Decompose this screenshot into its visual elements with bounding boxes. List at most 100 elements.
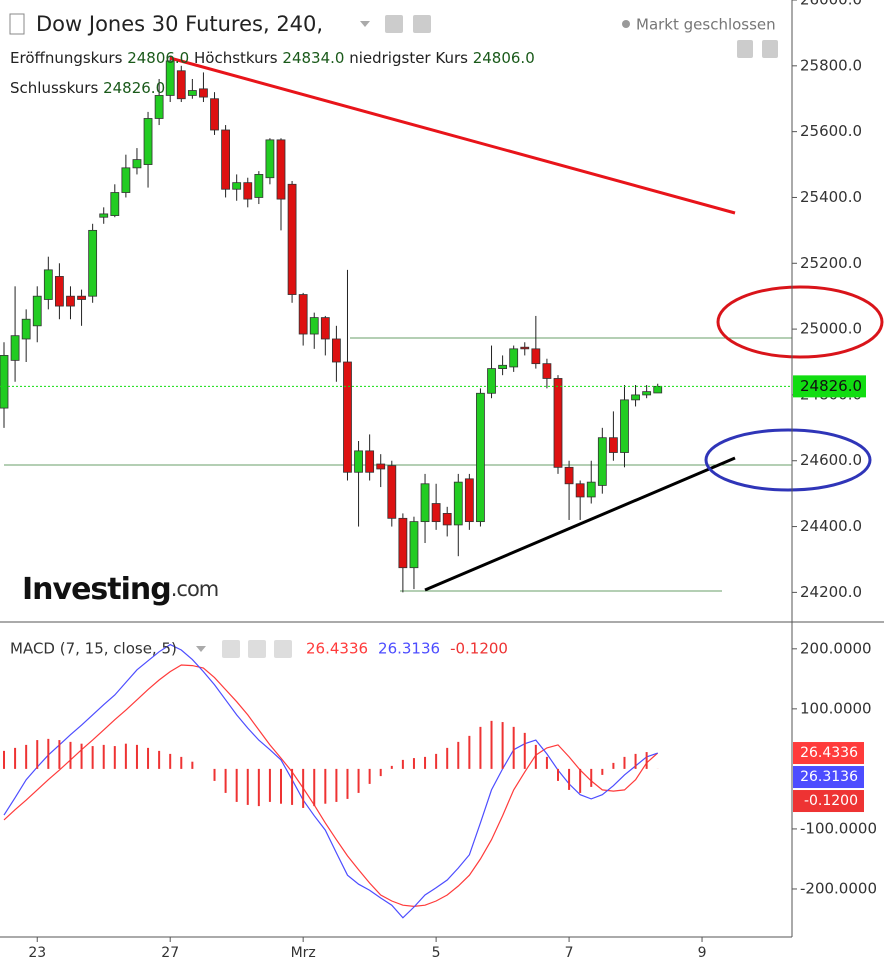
histogram-bar	[457, 741, 460, 769]
histogram-bar	[601, 768, 604, 775]
candle-body	[376, 463, 386, 470]
histogram-bar	[368, 768, 371, 784]
candle-body	[210, 98, 219, 131]
last-price-label: 24826.0	[800, 377, 862, 395]
histogram-bar	[158, 750, 161, 769]
candle-body	[199, 88, 208, 98]
icon[interactable]	[737, 40, 753, 58]
label: Eröffnungskurs	[10, 49, 123, 67]
candle-body	[110, 192, 120, 216]
candle-body	[442, 512, 452, 526]
icon[interactable]	[9, 13, 25, 35]
x-tick-label: Mrz	[291, 945, 316, 961]
histogram-bar	[113, 746, 116, 769]
indicator-label: MACD (7, 15, close, 5)	[10, 640, 177, 658]
candle-body	[10, 335, 20, 361]
logo: Investing.com	[22, 572, 218, 607]
candle-body	[99, 213, 109, 218]
histogram-bar	[180, 756, 183, 769]
y-tick-label: 100.0000	[800, 699, 872, 717]
logo-brand: Investing	[22, 572, 171, 607]
candle-body	[331, 338, 341, 363]
candle-body	[88, 229, 98, 297]
histogram-bar	[224, 768, 227, 793]
histogram-bar	[412, 758, 415, 769]
candle-body	[509, 348, 519, 368]
histogram-bar	[58, 740, 61, 769]
ohlc-row: Eröffnungskurs 24806.0 Höchstkurs 24834.…	[10, 49, 535, 67]
trend-line	[424, 456, 736, 592]
histogram-bar	[69, 741, 72, 769]
candle-body	[409, 521, 419, 569]
histogram-bar	[280, 768, 282, 804]
histogram-bar	[291, 768, 294, 805]
candle-body	[143, 118, 153, 165]
histogram-bar	[324, 768, 327, 804]
candle-body	[343, 361, 352, 473]
candle-body	[498, 364, 508, 369]
candle-body	[387, 465, 397, 519]
icon[interactable]	[385, 15, 403, 33]
y-tick-label: 25200.0	[800, 254, 862, 272]
x-tick-label: 27	[161, 945, 179, 961]
icon[interactable]	[274, 640, 292, 658]
histogram-bar	[645, 752, 648, 769]
candle-body	[520, 346, 530, 350]
dropdown-icon[interactable]	[360, 21, 370, 27]
histogram-bar	[512, 726, 515, 769]
candle-body	[21, 318, 31, 340]
candle-body	[265, 139, 275, 179]
value-box	[793, 790, 864, 813]
x-tick-label: 9	[698, 945, 707, 961]
y-tick-label: 200.0000	[800, 639, 872, 657]
histogram-bar	[346, 768, 349, 799]
histogram-bar	[568, 768, 571, 790]
dropdown-icon[interactable]	[196, 646, 206, 652]
candle-body	[243, 182, 253, 200]
icon[interactable]	[248, 640, 266, 658]
histogram-bar	[401, 759, 404, 769]
y-tick-label: -200.0000	[800, 879, 877, 897]
histogram-bar	[357, 768, 360, 793]
icon[interactable]	[413, 15, 431, 33]
histogram-bar	[335, 768, 338, 802]
candle-body	[165, 60, 175, 96]
icon[interactable]	[762, 40, 778, 58]
candle-body	[398, 517, 408, 569]
histogram-bar	[124, 743, 127, 769]
candle-body	[453, 481, 463, 526]
candle-body	[354, 450, 363, 473]
y-tick-label: 26000.0	[800, 0, 862, 9]
histogram-bar	[14, 747, 17, 769]
y-tick-label: 25000.0	[800, 320, 862, 338]
y-tick-label: 24200.0	[800, 583, 862, 601]
candle-body	[276, 139, 286, 200]
candle-body	[43, 269, 53, 300]
candle-body	[320, 317, 330, 340]
candle-body	[298, 294, 308, 335]
candle-body	[32, 295, 42, 327]
histogram-bar	[91, 746, 94, 769]
histogram-bar	[302, 768, 305, 808]
label: Höchstkurs	[194, 49, 278, 67]
candle-body	[154, 95, 164, 119]
candle-body	[542, 363, 552, 379]
histogram-bar	[435, 753, 438, 769]
histogram-bar	[47, 738, 50, 769]
highlight-ellipse	[716, 285, 884, 359]
icon[interactable]	[222, 640, 240, 658]
histogram-bar	[268, 768, 271, 802]
candle-body	[77, 295, 86, 300]
histogram-bar	[623, 756, 626, 769]
candle-body	[176, 70, 186, 100]
value: 24834.0	[282, 49, 344, 67]
histogram-bar	[390, 765, 393, 769]
status: Markt geschlossen	[636, 16, 776, 34]
plot	[0, 55, 792, 919]
histogram-bar	[313, 768, 316, 807]
histogram-bar	[257, 768, 260, 807]
candle-body	[221, 129, 231, 190]
histogram-bar	[25, 744, 28, 769]
histogram-bar	[545, 756, 548, 769]
y-tick-label: 24600.0	[800, 451, 862, 469]
